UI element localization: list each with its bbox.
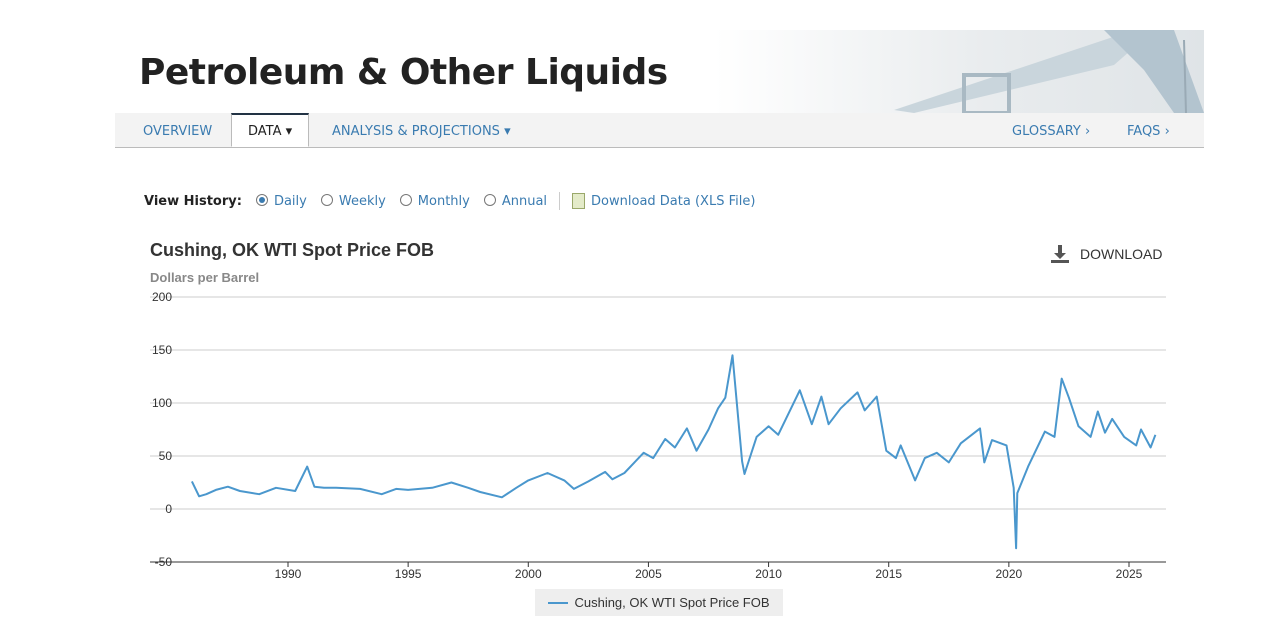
option-monthly[interactable]: Monthly — [417, 193, 470, 209]
view-history-label: View History: — [144, 193, 242, 209]
spreadsheet-icon — [572, 193, 586, 209]
y-tick-label: -50 — [155, 555, 173, 569]
y-tick-label: 100 — [152, 396, 172, 410]
tab-data-label: DATA — [248, 124, 282, 139]
radio-weekly[interactable] — [320, 194, 333, 206]
x-tick-label: 1990 — [275, 567, 302, 581]
tab-overview[interactable]: OVERVIEW — [143, 124, 213, 139]
divider — [559, 192, 561, 210]
tab-analysis-label: ANALYSIS & PROJECTIONS — [332, 124, 500, 139]
chart-title: Cushing, OK WTI Spot Price FOB — [150, 240, 435, 260]
y-tick-label: 200 — [152, 290, 172, 304]
y-tick-label: 150 — [152, 343, 172, 357]
download-xls-link[interactable]: Download Data (XLS File) — [591, 193, 756, 209]
legend-swatch — [548, 601, 569, 604]
view-history: View History: Daily Weekly Monthly Annua… — [144, 192, 755, 210]
caret-down-icon: ▾ — [504, 124, 511, 139]
download-label: DOWNLOAD — [1080, 246, 1163, 262]
tab-data[interactable]: DATA ▾ — [231, 113, 310, 147]
glossary-link[interactable]: GLOSSARY › — [1012, 124, 1091, 139]
page-title: Petroleum & Other Liquids — [139, 52, 668, 93]
option-annual[interactable]: Annual — [501, 193, 548, 209]
page-banner: Petroleum & Other Liquids — [115, 30, 1204, 113]
x-tick-label: 2005 — [635, 567, 662, 581]
legend-label: Cushing, OK WTI Spot Price FOB — [574, 595, 770, 610]
download-icon — [1051, 245, 1069, 263]
option-weekly[interactable]: Weekly — [338, 193, 386, 209]
x-tick-label: 2010 — [755, 567, 782, 581]
y-tick-label: 0 — [165, 502, 172, 516]
y-axis-label: Dollars per Barrel — [150, 270, 260, 285]
main-nav: OVERVIEW DATA ▾ ANALYSIS & PROJECTIONS ▾… — [115, 113, 1204, 148]
pump-jack-image — [894, 30, 1204, 113]
x-tick-label: 2015 — [875, 567, 902, 581]
y-tick-label: 50 — [159, 449, 173, 463]
x-tick-label: 2000 — [515, 567, 542, 581]
download-button[interactable]: DOWNLOAD — [1050, 244, 1162, 264]
x-tick-label: 2025 — [1116, 567, 1143, 581]
series-line-wti — [190, 354, 1157, 550]
chart-legend[interactable]: Cushing, OK WTI Spot Price FOB — [535, 589, 783, 616]
radio-annual[interactable] — [483, 194, 496, 206]
radio-monthly[interactable] — [399, 194, 412, 206]
x-tick-label: 1995 — [395, 567, 422, 581]
x-tick-label: 2020 — [996, 567, 1023, 581]
radio-daily[interactable] — [255, 194, 268, 206]
option-daily[interactable]: Daily — [273, 193, 307, 209]
faqs-link[interactable]: FAQS › — [1127, 124, 1170, 139]
caret-down-icon: ▾ — [285, 124, 293, 139]
tab-analysis-projections[interactable]: ANALYSIS & PROJECTIONS ▾ — [332, 113, 511, 147]
